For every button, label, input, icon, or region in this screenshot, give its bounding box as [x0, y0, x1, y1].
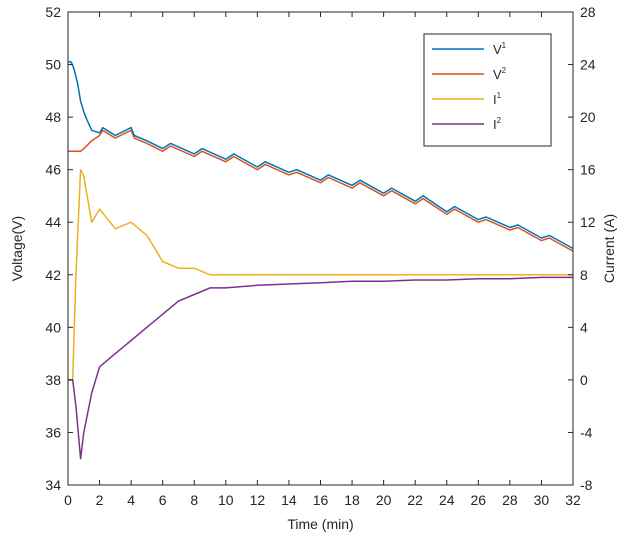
y-tick-label-right: 28: [580, 4, 596, 20]
y-tick-label-right: 4: [580, 319, 588, 335]
y-tick-label-right: -4: [580, 424, 593, 440]
y-tick-label-right: 8: [580, 267, 588, 283]
y-axis-label-left: Voltage(V): [9, 216, 25, 281]
x-tick-label: 6: [159, 492, 167, 508]
y-tick-label-right: 0: [580, 372, 588, 388]
x-tick-label: 8: [190, 492, 198, 508]
series-layer: [68, 61, 574, 460]
y-tick-label-left: 50: [45, 57, 61, 73]
legend-series-superscript: 1: [497, 91, 502, 100]
x-tick-label: 20: [376, 492, 392, 508]
y-tick-label-left: 48: [45, 109, 61, 125]
legend-series-superscript: 1: [502, 41, 507, 50]
x-tick-label: 30: [534, 492, 550, 508]
y-tick-label-left: 52: [45, 4, 61, 20]
legend-series-name: I: [493, 117, 497, 132]
legend-series-name: V: [493, 42, 502, 57]
y-tick-label-left: 34: [45, 477, 61, 493]
y-tick-label-left: 38: [45, 372, 61, 388]
x-tick-label: 4: [127, 492, 135, 508]
y-tick-label-left: 44: [45, 214, 61, 230]
legend-series-superscript: 2: [502, 66, 507, 75]
x-axis: 0 2 4 6 8 10 12 14 16 18 20 22 24 26 28 30 32: [64, 12, 581, 508]
x-tick-label: 28: [502, 492, 518, 508]
legend-box: [423, 33, 552, 147]
x-tick-label: 2: [96, 492, 104, 508]
x-tick-label: 26: [471, 492, 487, 508]
y-tick-label-left: 36: [45, 424, 61, 440]
legend-series-superscript: 2: [497, 116, 502, 125]
x-tick-label: 16: [313, 492, 329, 508]
legend-label: I1: [493, 91, 502, 107]
legend-series-name: V: [493, 67, 502, 82]
x-axis-label: Time (min): [287, 516, 353, 532]
legend-label: V1: [493, 41, 507, 57]
x-tick-label: 12: [250, 492, 266, 508]
x-tick-label: 22: [407, 492, 423, 508]
series-i2-line: [68, 276, 573, 460]
y-tick-label-left: 40: [45, 319, 61, 335]
y-tick-label-left: 46: [45, 162, 61, 178]
x-tick-label: 18: [344, 492, 360, 508]
legend-label: V2: [493, 66, 507, 82]
y-axis-right: -8 -4 0 4 8 12 16 20 24 28: [568, 4, 596, 493]
y-tick-label-right: 16: [580, 162, 596, 178]
x-tick-label: 10: [218, 492, 234, 508]
y-tick-label-right: 24: [580, 57, 596, 73]
series-i1-line: [68, 168, 573, 381]
legend-label: I2: [493, 116, 502, 132]
y-tick-label-right: 20: [580, 109, 596, 125]
series-v2-line: [68, 129, 574, 252]
series-v1-line: [68, 61, 574, 250]
legend-series-name: I: [493, 92, 497, 107]
y-axis-label-right: Current (A): [601, 214, 617, 283]
y-axis-left: 34 36 38 40 42 44 46 48 50 52: [45, 4, 73, 493]
x-tick-label: 14: [281, 492, 297, 508]
y-tick-label-right: 12: [580, 214, 596, 230]
x-tick-label: 24: [439, 492, 455, 508]
x-tick-label: 32: [565, 492, 581, 508]
y-tick-label-left: 42: [45, 267, 61, 283]
y-tick-label-right: -8: [580, 477, 593, 493]
x-tick-label: 0: [64, 492, 72, 508]
